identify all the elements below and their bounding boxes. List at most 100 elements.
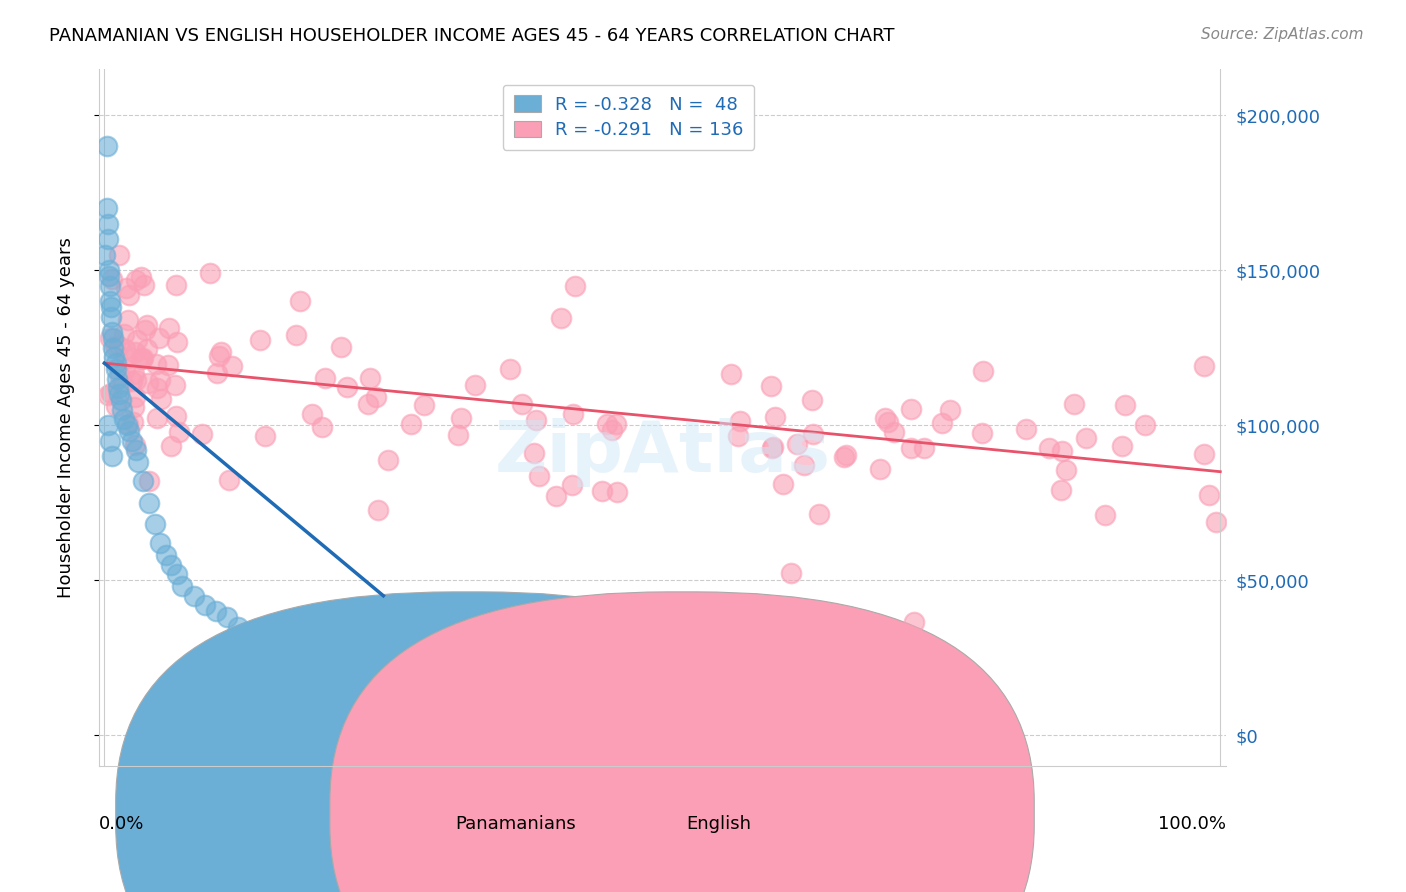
Point	[131, 351, 153, 366]
Point	[249, 333, 271, 347]
Point	[165, 409, 187, 423]
Point	[523, 446, 546, 460]
Point	[167, 425, 190, 439]
Point	[97, 269, 120, 284]
Point	[931, 416, 953, 430]
Point	[117, 417, 139, 431]
Point	[96, 139, 118, 153]
Point	[1063, 397, 1085, 411]
Point	[127, 455, 149, 469]
Point	[121, 434, 143, 448]
Point	[134, 323, 156, 337]
Point	[562, 407, 585, 421]
Point	[1114, 398, 1136, 412]
Point	[146, 381, 169, 395]
Point	[1192, 359, 1215, 373]
Point	[793, 458, 815, 473]
Point	[146, 411, 169, 425]
Point	[103, 331, 125, 345]
Point	[970, 425, 993, 440]
Point	[447, 428, 470, 442]
Point	[132, 351, 155, 365]
Point	[194, 598, 217, 612]
Point	[111, 402, 134, 417]
Point	[546, 490, 568, 504]
Point	[883, 425, 905, 439]
Point	[1205, 516, 1227, 530]
Point	[136, 376, 159, 390]
Point	[101, 325, 124, 339]
Point	[149, 392, 172, 407]
Point	[149, 536, 172, 550]
Point	[98, 278, 121, 293]
Point	[832, 450, 855, 464]
Point	[125, 273, 148, 287]
Point	[135, 342, 157, 356]
Point	[311, 420, 333, 434]
Point	[367, 503, 389, 517]
Point	[869, 462, 891, 476]
Point	[115, 418, 138, 433]
Point	[132, 474, 155, 488]
Point	[808, 508, 831, 522]
Point	[160, 439, 183, 453]
Point	[900, 441, 922, 455]
Point	[218, 473, 240, 487]
Point	[94, 247, 117, 261]
Point	[145, 357, 167, 371]
Point	[198, 266, 221, 280]
Point	[728, 414, 751, 428]
Point	[900, 402, 922, 417]
Point	[1038, 441, 1060, 455]
Point	[149, 373, 172, 387]
Y-axis label: Householder Income Ages 45 - 64 years: Householder Income Ages 45 - 64 years	[58, 237, 75, 598]
Point	[107, 381, 129, 395]
Point	[97, 232, 120, 246]
Point	[100, 272, 122, 286]
Point	[114, 362, 136, 376]
Point	[1074, 431, 1097, 445]
Point	[499, 362, 522, 376]
Text: ZipAtlas: ZipAtlas	[495, 417, 831, 487]
Text: Source: ZipAtlas.com: Source: ZipAtlas.com	[1201, 27, 1364, 42]
Point	[254, 428, 277, 442]
Point	[772, 476, 794, 491]
Point	[100, 386, 122, 401]
Point	[110, 393, 132, 408]
Point	[529, 468, 551, 483]
Point	[104, 362, 127, 376]
Text: 100.0%: 100.0%	[1159, 815, 1226, 833]
FancyBboxPatch shape	[330, 592, 1035, 892]
Point	[561, 478, 583, 492]
Text: PANAMANIAN VS ENGLISH HOUSEHOLDER INCOME AGES 45 - 64 YEARS CORRELATION CHART: PANAMANIAN VS ENGLISH HOUSEHOLDER INCOME…	[49, 27, 894, 45]
Point	[205, 604, 228, 618]
Point	[124, 345, 146, 359]
Point	[104, 339, 127, 353]
Point	[591, 483, 613, 498]
Point	[103, 341, 125, 355]
Point	[125, 373, 148, 387]
Point	[166, 567, 188, 582]
Point	[98, 294, 121, 309]
Point	[759, 379, 782, 393]
Point	[763, 410, 786, 425]
Point	[1111, 439, 1133, 453]
Point	[105, 371, 128, 385]
Point	[1050, 483, 1073, 497]
Text: 0.0%: 0.0%	[98, 815, 145, 833]
Point	[121, 374, 143, 388]
Text: Panamanians: Panamanians	[456, 815, 576, 833]
Point	[595, 417, 617, 432]
Point	[104, 400, 127, 414]
Point	[284, 328, 307, 343]
Point	[183, 589, 205, 603]
Point	[786, 437, 808, 451]
Point	[761, 442, 783, 456]
Point	[96, 201, 118, 215]
Point	[100, 310, 122, 324]
Point	[364, 390, 387, 404]
Point	[143, 517, 166, 532]
Point	[399, 417, 422, 431]
Point	[877, 415, 900, 429]
Point	[1054, 463, 1077, 477]
